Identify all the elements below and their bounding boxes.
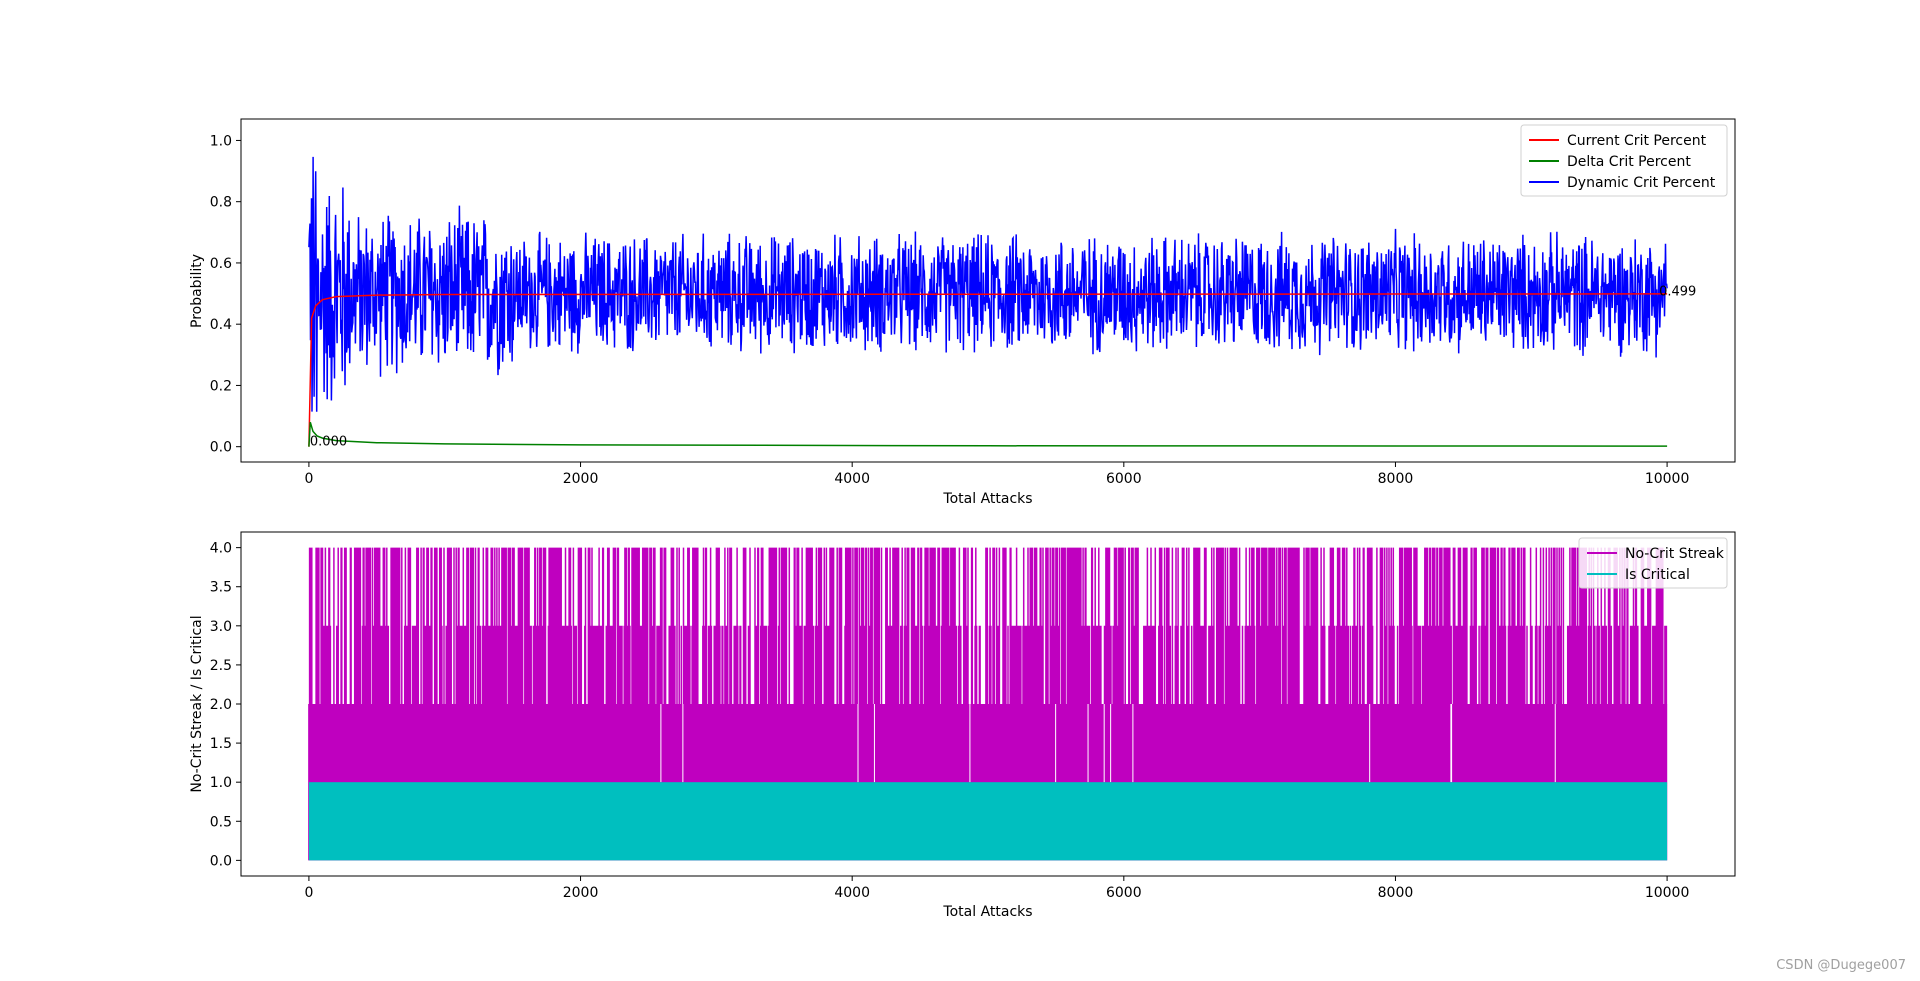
top-xtick-label: 8000 xyxy=(1378,471,1414,487)
top-legend-entry: Delta Crit Percent xyxy=(1567,154,1691,170)
top-xtick-label: 6000 xyxy=(1106,471,1142,487)
top-xtick-label: 10000 xyxy=(1645,471,1690,487)
top-xtick-label: 4000 xyxy=(834,471,870,487)
top-ytick-label: 0.4 xyxy=(210,317,232,333)
bottom-xtick-label: 2000 xyxy=(563,885,599,901)
top-legend-entry: Current Crit Percent xyxy=(1567,133,1707,149)
annotation-label: 0.499 xyxy=(1659,285,1696,300)
top-ytick-label: 0.6 xyxy=(210,256,232,272)
bottom-xtick-label: 4000 xyxy=(834,885,870,901)
top-legend-entry: Dynamic Crit Percent xyxy=(1567,175,1716,191)
bottom-ytick-label: 1.0 xyxy=(210,775,232,791)
top-legend-box xyxy=(1520,124,1728,197)
bottom-ytick-label: 0.5 xyxy=(210,814,232,830)
bottom-yticks: 0.0 0.5 1.0 1.5 2.0 2.5 3.0 3.5 4.0 xyxy=(210,541,241,869)
top-ytick-label: 0.2 xyxy=(210,378,232,394)
bottom-ytick-label: 2.5 xyxy=(210,658,232,674)
bottom-plot: 0 2000 4000 6000 8000 10000 0.0 0.5 1.0 1.5 2.0 2.… xyxy=(189,531,1736,920)
top-ytick-label: 1.0 xyxy=(210,133,232,149)
top-ytick-label: 0.8 xyxy=(210,195,232,211)
top-legend: Current Crit Percent Delta Crit Percent Dy… xyxy=(1520,124,1728,197)
bottom-xtick-label: 10000 xyxy=(1645,885,1690,901)
bottom-ytick-label: 0.0 xyxy=(210,853,232,869)
bottom-xtick-label: 6000 xyxy=(1106,885,1142,901)
top-annotations: 0.000 0.499 xyxy=(310,285,1696,450)
bottom-xticks: 0 2000 4000 6000 8000 10000 xyxy=(304,876,1689,901)
bottom-xtick-label: 8000 xyxy=(1378,885,1414,901)
bottom-legend-box xyxy=(1578,537,1728,589)
top-axes-frame xyxy=(240,118,1736,463)
series-delta-crit-percent xyxy=(308,421,1668,447)
top-yticks: 0.0 0.2 0.4 0.6 0.8 1.0 xyxy=(210,133,241,456)
bottom-ytick-label: 3.0 xyxy=(210,619,232,635)
bottom-ytick-label: 2.0 xyxy=(210,697,232,713)
series-is-critical xyxy=(308,782,1668,861)
bottom-ytick-label: 3.5 xyxy=(210,580,232,596)
series-current-crit-percent xyxy=(308,293,1668,447)
bottom-xtick-label: 0 xyxy=(304,885,313,901)
top-plot: 0 2000 4000 6000 8000 10000 0.0 0.2 0.4 0.6 0.8 1.… xyxy=(189,118,1736,507)
top-y-axis-label: Probability xyxy=(189,254,205,328)
bottom-legend: No-Crit Streak Is Critical xyxy=(1578,537,1728,589)
annotation-label: 0.000 xyxy=(310,435,347,450)
bottom-y-axis-label: No-Crit Streak / Is Critical xyxy=(189,615,205,792)
bottom-legend-entry: No-Crit Streak xyxy=(1625,546,1725,562)
top-x-axis-label: Total Attacks xyxy=(942,491,1032,507)
top-xtick-label: 2000 xyxy=(563,471,599,487)
top-xtick-label: 0 xyxy=(304,471,313,487)
series-dynamic-crit-percent xyxy=(308,156,1668,412)
bottom-legend-entry: Is Critical xyxy=(1625,567,1690,583)
watermark: CSDN @Dugege007 xyxy=(1776,958,1906,973)
bottom-ytick-label: 1.5 xyxy=(210,736,232,752)
bottom-x-axis-label: Total Attacks xyxy=(942,904,1032,920)
bottom-ytick-label: 4.0 xyxy=(210,541,232,557)
top-series-layer xyxy=(308,156,1668,447)
top-ytick-label: 0.0 xyxy=(210,440,232,456)
bottom-series-layer xyxy=(308,547,1668,861)
top-xticks: 0 2000 4000 6000 8000 10000 xyxy=(304,462,1689,487)
